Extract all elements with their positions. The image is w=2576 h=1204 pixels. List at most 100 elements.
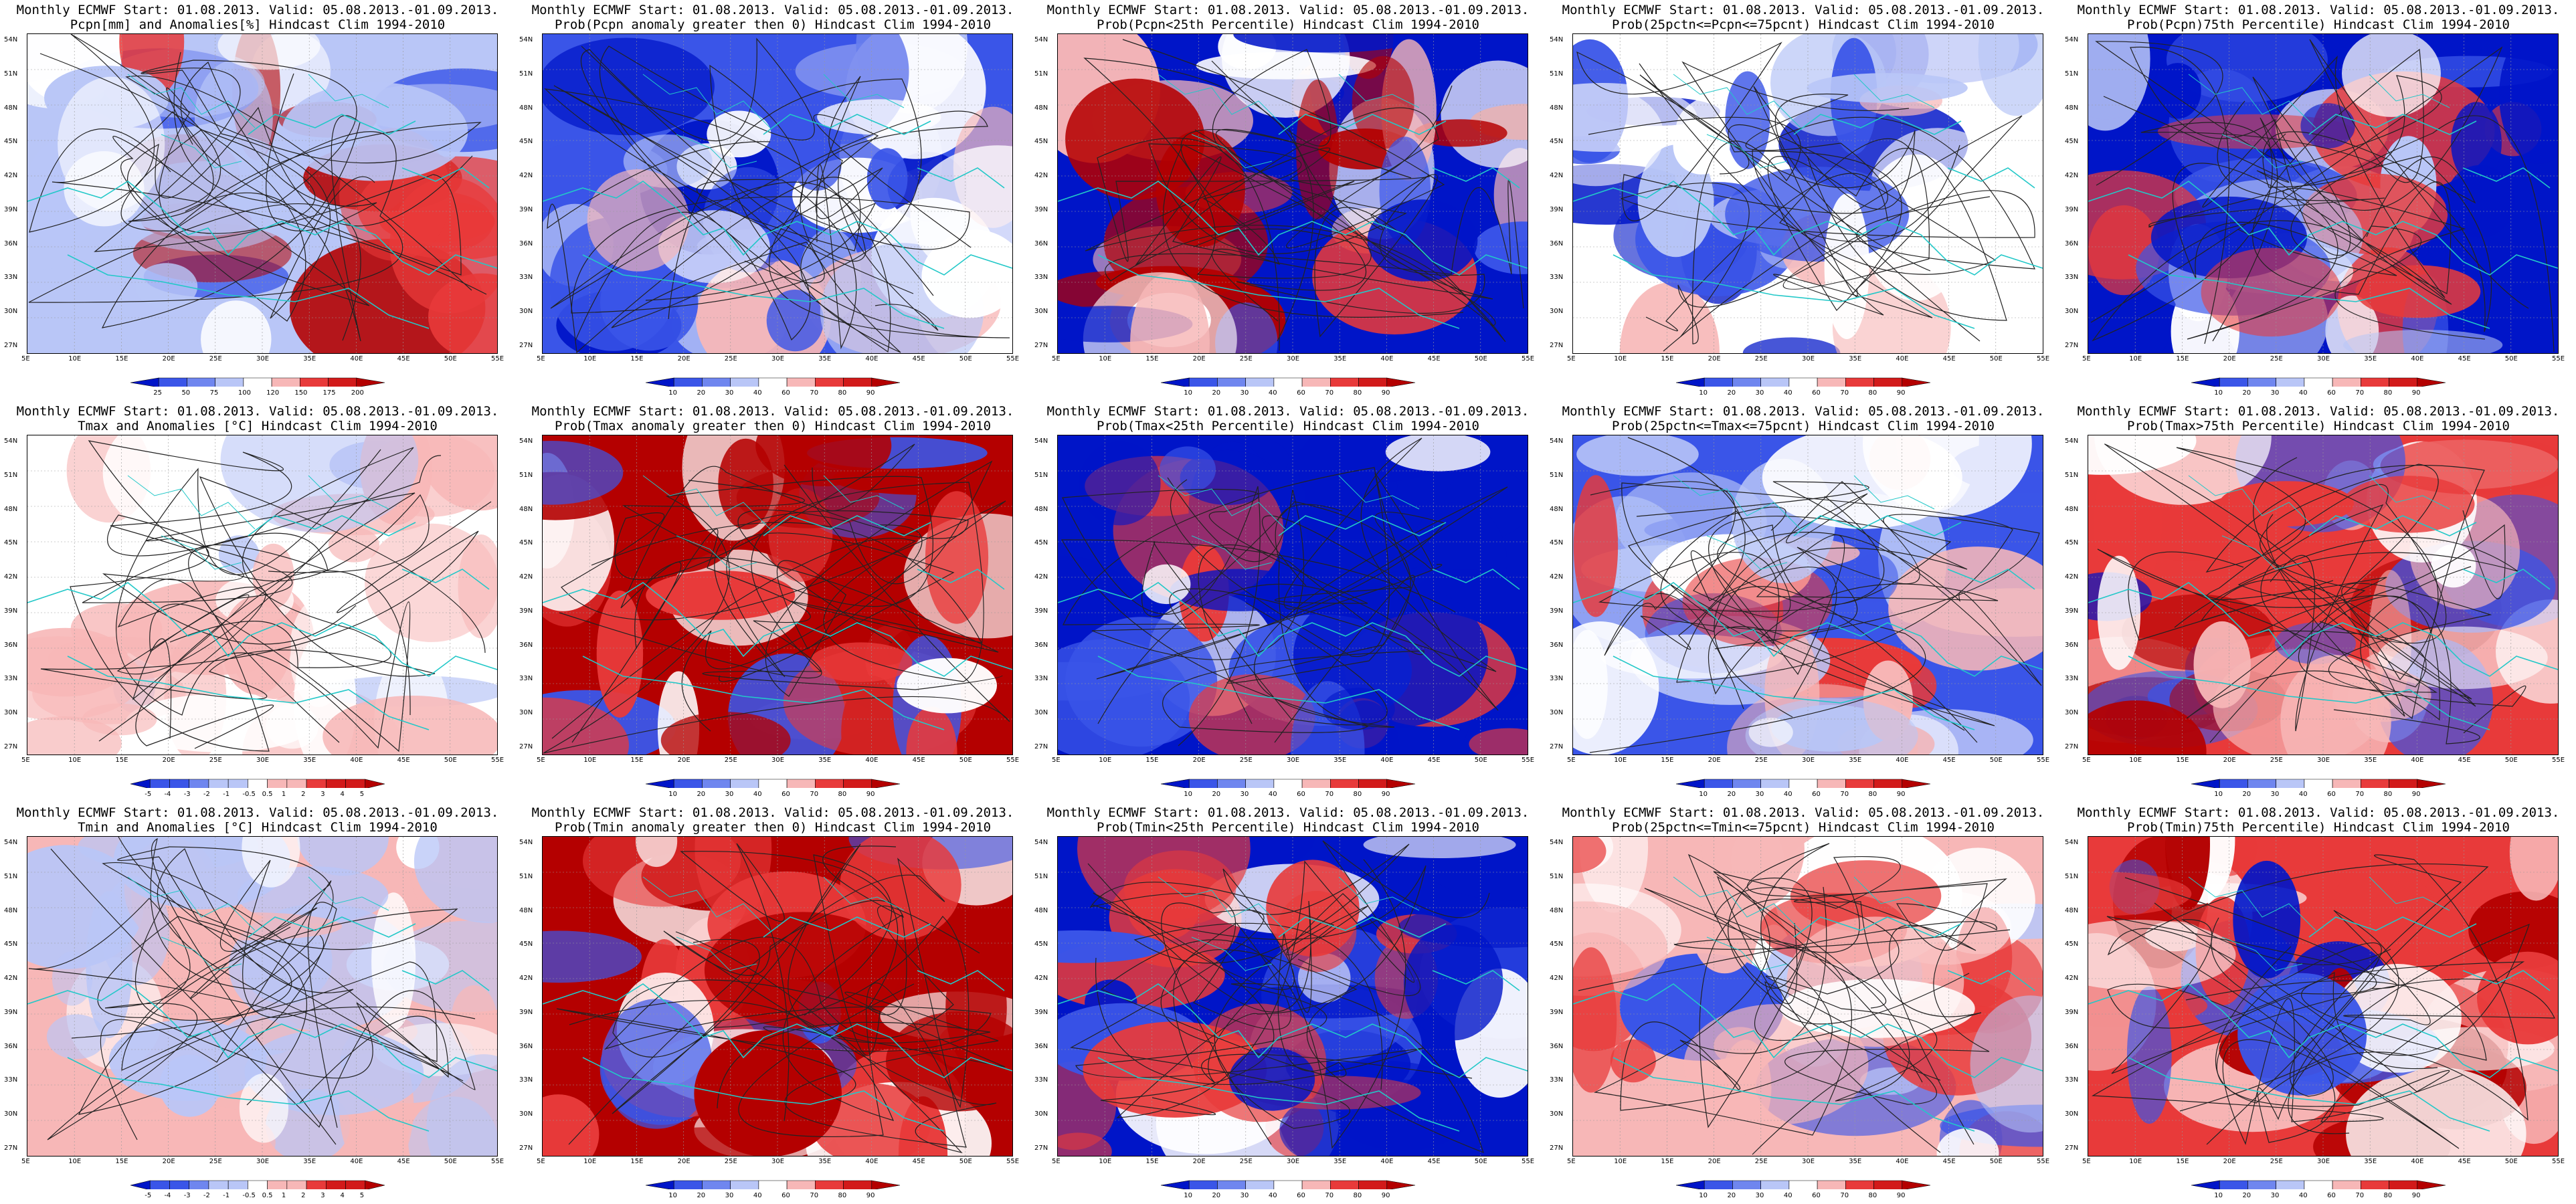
longitude-tick-label: 45E — [1942, 757, 1956, 764]
latitude-tick-label: 30N — [1034, 709, 1048, 717]
latitude-tick-label: 33N — [1550, 274, 1564, 282]
latitude-tick-label: 54N — [4, 839, 18, 846]
colorbar-segment — [1902, 377, 1931, 387]
colorbar-segment — [345, 1180, 366, 1189]
longitude-tick-label: 15E — [115, 1158, 128, 1165]
colorbar-segment — [2219, 377, 2248, 387]
colorbar-segment — [2332, 377, 2361, 387]
colorbar-segment — [1358, 779, 1388, 788]
heatmap-field — [1058, 435, 1528, 755]
longitude-tick-label: 40E — [2411, 1158, 2424, 1165]
colorbar-tick-label: 70 — [1840, 389, 1849, 397]
field-blob — [694, 1030, 842, 1156]
colorbar-tick-label: 40 — [1783, 1192, 1792, 1199]
latitude-tick-label: 42N — [4, 975, 18, 983]
colorbar-segment — [786, 779, 816, 788]
colorbar-segment — [730, 377, 759, 387]
longitude-tick-label: 25E — [2270, 355, 2283, 363]
colorbar-segment — [1273, 377, 1303, 387]
longitude-tick-label: 45E — [912, 1158, 925, 1165]
colorbar-segment — [1732, 779, 1761, 788]
latitude-tick-label: 48N — [2065, 104, 2079, 112]
isoline-contour — [1588, 116, 1888, 344]
colorbar-tick-label: 60 — [1812, 389, 1821, 397]
colorbar-segment — [871, 779, 901, 788]
latitude-tick-label: 42N — [519, 975, 533, 983]
colorbar-tick-label: 70 — [1840, 1192, 1849, 1199]
field-blob — [159, 1054, 220, 1117]
isoline-contour — [28, 837, 476, 1140]
field-blob — [2451, 102, 2502, 185]
colorbar-tick-label: 10 — [1184, 791, 1192, 798]
longitude-tick-label: 15E — [1145, 757, 1159, 764]
field-blob — [82, 703, 157, 736]
isoline-contour — [2090, 46, 2503, 342]
latitude-tick-label: 42N — [519, 573, 533, 581]
colorbar-segment — [1217, 377, 1246, 387]
latitude-tick-label: 27N — [1550, 342, 1564, 349]
colorbar-tick-label: 90 — [1896, 791, 1906, 798]
longitude-tick-label: 15E — [1661, 355, 1674, 363]
panel-title-line2: Prob(Pcpn anomaly greater then 0) Hindca… — [554, 17, 992, 32]
field-blob — [2280, 655, 2391, 755]
colorbar-segment — [365, 1180, 385, 1189]
longitude-tick-label: 40E — [865, 355, 879, 363]
longitude-tick-label: 55E — [2037, 757, 2050, 764]
coastline — [1058, 515, 1528, 730]
colorbar-segment — [1188, 1180, 1218, 1189]
colorbar-segment — [1732, 377, 1761, 387]
longitude-tick-label: 35E — [2364, 757, 2377, 764]
colorbar-segment — [356, 377, 385, 387]
isoline-contour — [2172, 76, 2555, 353]
longitude-tick-label: 20E — [162, 355, 175, 363]
colorbar-tick-label: 10 — [668, 1192, 677, 1199]
panel-title-line2: Prob(Tmax anomaly greater then 0) Hindca… — [554, 419, 992, 433]
colorbar-segment — [286, 779, 307, 788]
colorbar-segment — [730, 779, 759, 788]
heatmap-field — [543, 34, 1012, 353]
colorbar-tick-label: 30 — [725, 389, 734, 397]
colorbar-tick-label: 60 — [1297, 791, 1305, 798]
longitude-tick-label: 25E — [1239, 1158, 1253, 1165]
coastline — [1058, 114, 1528, 329]
panel-title-line1: Monthly ECMWF Start: 01.08.2013. Valid: … — [16, 3, 499, 17]
colorbar-tick-label: 30 — [1755, 389, 1764, 397]
field-blob — [906, 706, 957, 755]
longitude-tick-label: 15E — [115, 355, 128, 363]
country-borders — [642, 876, 905, 971]
coastline — [27, 916, 497, 1132]
isoline-contour — [78, 862, 458, 1128]
longitude-tick-label: 20E — [1192, 757, 1206, 764]
latitude-tick-label: 33N — [1034, 1076, 1048, 1084]
field-blob — [2201, 247, 2342, 337]
field-blob — [1229, 1047, 1315, 1111]
colorbar-tick-label: -4 — [164, 1192, 171, 1199]
isoline-contour — [2107, 971, 2464, 1149]
colorbar-segment — [1245, 779, 1275, 788]
field-blob — [1493, 148, 1528, 242]
latitude-tick-label: 27N — [4, 342, 18, 349]
longitude-tick-label: 45E — [2458, 355, 2471, 363]
isoline-contour — [550, 45, 988, 353]
colorbar-tick-label: 80 — [1353, 389, 1362, 397]
colorbar-segment — [2332, 1180, 2361, 1189]
colorbar-segment — [286, 1180, 307, 1189]
colorbar-tick-label: 40 — [2298, 1192, 2308, 1199]
colorbar-tick-label: -2 — [203, 791, 210, 798]
field-blob — [1123, 850, 1236, 926]
map-panel: Monthly ECMWF Start: 01.08.2013. Valid: … — [2061, 803, 2576, 1204]
longitude-tick-label: 10E — [583, 1158, 597, 1165]
longitude-tick-label: 55E — [1522, 355, 1535, 363]
heatmap-field — [543, 837, 1012, 1156]
field-blob — [1058, 1132, 1112, 1156]
colorbar-segment — [1386, 1180, 1416, 1189]
field-blob — [2154, 63, 2201, 119]
latitude-tick-label: 30N — [4, 308, 18, 316]
field-blob — [543, 37, 715, 136]
field-blob — [323, 696, 497, 755]
isoline-contour — [116, 449, 411, 752]
latitude-tick-label: 51N — [2065, 872, 2079, 880]
field-blob — [755, 435, 892, 487]
colorbar-segment — [328, 377, 357, 387]
colorbar-tick-label: -4 — [164, 791, 171, 798]
